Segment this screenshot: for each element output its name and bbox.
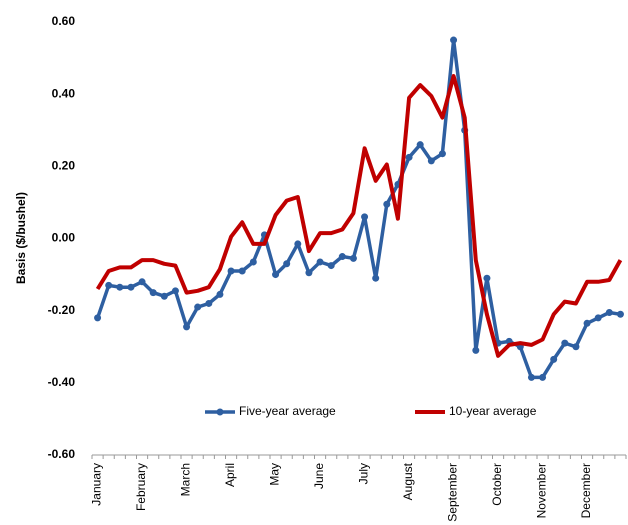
x-tick-label: January: [90, 463, 104, 506]
series-marker: [383, 200, 391, 208]
series-marker: [238, 267, 246, 275]
series-marker: [216, 290, 224, 298]
x-tick-label: October: [490, 463, 504, 506]
series-marker: [316, 258, 324, 266]
series-marker: [127, 283, 135, 291]
y-tick-label: 0.00: [52, 231, 76, 245]
y-tick-label: 0.60: [52, 14, 76, 28]
series-marker: [194, 303, 202, 311]
series-marker: [416, 141, 424, 149]
series-marker: [372, 274, 380, 282]
legend-label: 10-year average: [449, 404, 537, 418]
series-marker: [539, 373, 547, 381]
x-tick-label: November: [535, 463, 549, 518]
series-marker: [105, 281, 113, 289]
series-marker: [205, 299, 213, 307]
x-tick-label: September: [446, 463, 460, 522]
x-tick-label: April: [223, 463, 237, 487]
series-marker: [327, 262, 335, 270]
series-marker: [283, 260, 291, 268]
x-tick-label: December: [579, 463, 593, 518]
series-marker: [227, 267, 235, 275]
series-marker: [405, 153, 413, 161]
x-tick-label: July: [357, 463, 371, 484]
y-tick-label: 0.20: [52, 159, 76, 173]
y-tick-label: -0.60: [48, 447, 76, 461]
series-marker: [527, 373, 535, 381]
series-marker: [305, 269, 313, 277]
series-marker: [616, 310, 624, 318]
legend-label: Five-year average: [239, 404, 336, 418]
series-marker: [338, 253, 346, 261]
series-marker: [583, 319, 591, 327]
series-line: [95, 38, 621, 380]
series-marker: [550, 355, 558, 363]
series-marker: [171, 287, 179, 295]
x-tick-label: May: [268, 463, 282, 486]
series-marker: [450, 36, 458, 44]
y-tick-label: -0.40: [48, 375, 76, 389]
series-marker: [438, 150, 446, 158]
series-marker: [94, 314, 102, 322]
series-marker: [349, 254, 357, 262]
x-tick-label: March: [179, 463, 193, 496]
series-marker: [483, 274, 491, 282]
series-marker: [116, 283, 124, 291]
series-marker: [272, 271, 280, 279]
series-marker: [561, 339, 569, 347]
series-marker: [249, 258, 257, 266]
y-axis-label: Basis ($/bushel): [14, 192, 28, 284]
y-tick-label: -0.20: [48, 303, 76, 317]
series-marker: [183, 323, 191, 331]
series-marker: [361, 213, 369, 221]
series-marker: [160, 292, 168, 300]
series-marker: [594, 314, 602, 322]
series-marker: [572, 343, 580, 351]
series-marker: [472, 346, 480, 354]
series-marker: [605, 308, 613, 316]
legend-marker: [216, 408, 224, 416]
x-tick-label: June: [312, 463, 326, 489]
series-line: [95, 74, 623, 358]
series-marker: [294, 240, 302, 248]
series-marker: [427, 157, 435, 165]
series-marker: [149, 289, 157, 297]
y-tick-label: 0.40: [52, 86, 76, 100]
x-tick-label: August: [401, 462, 415, 500]
x-tick-label: February: [134, 463, 148, 511]
series-marker: [138, 278, 146, 286]
